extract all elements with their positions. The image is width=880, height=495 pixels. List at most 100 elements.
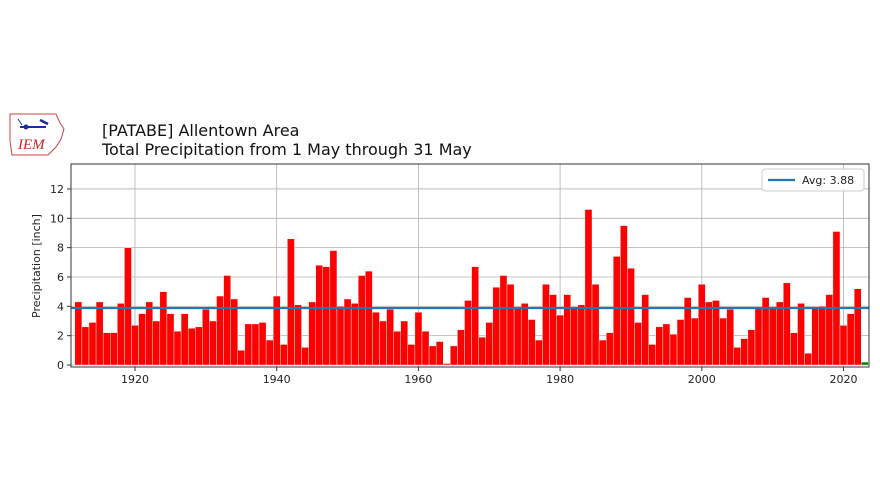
x-tick-label: 1980: [546, 373, 574, 386]
bar-1927: [180, 313, 189, 366]
bar-1996: [669, 333, 678, 366]
bar-2017: [818, 306, 827, 366]
bar-1984: [584, 209, 593, 366]
bar-1960: [414, 311, 423, 366]
bar-1951: [350, 303, 359, 366]
bar-2016: [811, 307, 819, 366]
y-tick-label: 0: [57, 359, 64, 372]
bar-1931: [209, 320, 217, 366]
bar-1972: [499, 275, 508, 366]
bar-1957: [393, 331, 401, 366]
bar-1999: [691, 317, 699, 366]
y-tick-label: 2: [57, 330, 64, 343]
bar-1947: [322, 266, 331, 366]
bar-1963: [435, 341, 444, 366]
bar-1968: [471, 266, 479, 366]
bar-1995: [662, 323, 671, 366]
y-tick-label: 12: [50, 183, 64, 196]
bar-1987: [605, 332, 614, 366]
bar-1944: [301, 347, 309, 366]
legend-label: Avg: 3.88: [802, 174, 854, 187]
bar-1974: [513, 307, 522, 366]
x-tick-label: 1920: [121, 373, 149, 386]
bar-1922: [145, 301, 153, 366]
title-line-1: [PATABE] Allentown Area: [102, 121, 300, 140]
bar-2015: [804, 353, 812, 366]
bar-2021: [846, 313, 855, 366]
y-axis-ticks: 0 2 4 6 8 10 12: [50, 183, 71, 372]
bar-1989: [620, 225, 628, 366]
bar-1983: [577, 304, 586, 366]
bar-1921: [138, 313, 146, 366]
bar-1939: [265, 339, 274, 366]
bar-1953: [365, 270, 373, 366]
y-axis-label: Precipitation [inch]: [30, 214, 43, 318]
bar-2008: [754, 307, 763, 366]
bar-1923: [152, 320, 161, 366]
bar-1946: [315, 265, 323, 366]
bar-1976: [528, 319, 536, 366]
bar-2012: [783, 282, 791, 366]
title-line-2: Total Precipitation from 1 May through 3…: [102, 140, 472, 159]
y-tick-label: 4: [57, 300, 64, 313]
bar-2005: [733, 347, 742, 366]
bar-1929: [195, 326, 203, 366]
bar-1917: [110, 332, 118, 366]
bar-1980: [556, 314, 564, 366]
bar-1924: [159, 291, 168, 366]
x-tick-label: 2000: [688, 373, 716, 386]
bar-1992: [641, 294, 649, 366]
bar-1915: [95, 301, 104, 366]
bar-1967: [464, 300, 472, 366]
bar-2018: [825, 294, 834, 366]
bar-1986: [598, 339, 607, 366]
logo-text: IEM: [17, 137, 46, 153]
bar-1973: [506, 284, 515, 366]
bar-1964: [443, 363, 451, 366]
bar-1997: [676, 319, 685, 366]
bar-1979: [549, 294, 557, 366]
bar-1928: [187, 328, 196, 366]
bar-1941: [280, 344, 288, 366]
bar-2022: [853, 288, 862, 366]
bar-2019: [832, 231, 841, 366]
bar-2014: [797, 303, 805, 366]
bar-2006: [740, 338, 749, 366]
bar-1978: [542, 284, 550, 366]
bar-1934: [230, 298, 238, 366]
bar-1932: [216, 295, 224, 366]
bar-1916: [102, 332, 111, 366]
bar-2000: [698, 284, 706, 366]
bar-1959: [407, 344, 416, 366]
bar-1981: [563, 294, 571, 366]
bar-2004: [726, 309, 734, 366]
bar-1936: [244, 323, 253, 366]
bar-1969: [478, 336, 486, 366]
bar-2003: [719, 317, 727, 366]
iem-logo: IEM: [9, 113, 65, 156]
bar-1938: [258, 322, 267, 366]
bar-1940: [273, 295, 281, 366]
bar-1977: [535, 339, 543, 366]
bar-1956: [386, 309, 394, 366]
bar-1925: [166, 313, 175, 366]
bar-1930: [202, 309, 210, 366]
x-tick-label: 1960: [404, 373, 432, 386]
bar-1912: [74, 301, 83, 366]
x-tick-label: 2020: [830, 373, 858, 386]
bar-2007: [747, 329, 756, 366]
bar-1920: [131, 325, 139, 366]
bar-2010: [768, 307, 777, 366]
bar-1945: [308, 301, 316, 366]
bar-1985: [591, 284, 600, 366]
bar-2002: [712, 300, 720, 366]
bar-1966: [457, 329, 465, 366]
bar-1990: [627, 267, 635, 366]
y-tick-label: 10: [50, 212, 64, 225]
bar-2023: [861, 361, 869, 366]
bar-1914: [88, 322, 97, 366]
bar-1994: [655, 326, 664, 366]
x-tick-label: 1940: [263, 373, 291, 386]
x-axis-ticks: 1920 1940 1960 1980 2000 2020: [121, 367, 858, 386]
